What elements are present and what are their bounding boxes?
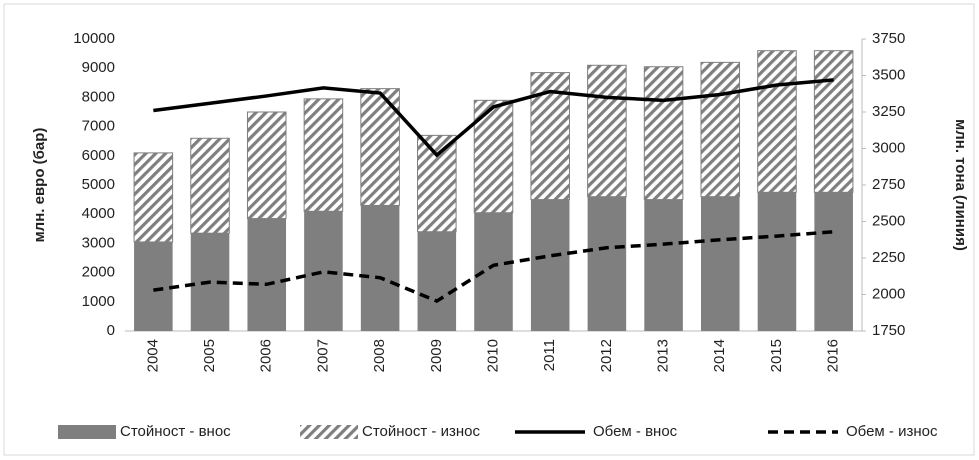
legend-label: Обем - износ [846, 423, 938, 440]
x-tick-label: 2008 [371, 339, 388, 372]
bar [303, 98, 344, 212]
bar [247, 218, 287, 331]
bar [644, 199, 683, 331]
legend-label: Обем - внос [593, 423, 678, 440]
x-tick-label: 2009 [428, 339, 445, 372]
bar [417, 231, 457, 331]
line [153, 229, 834, 304]
bar [304, 211, 343, 331]
bar [530, 199, 570, 331]
x-tick-label: 2005 [201, 339, 218, 372]
y-tick-label: 2000 [82, 264, 115, 281]
line [153, 78, 834, 158]
y-axis-title: млн. евро (бар) [31, 128, 48, 243]
bar [700, 61, 741, 198]
legend-swatch [300, 425, 358, 439]
y-tick-label: 3000 [82, 234, 115, 251]
x-tick-label: 2013 [655, 339, 672, 372]
y-tick-label: 0 [107, 322, 115, 339]
x-tick-label: 2004 [144, 339, 161, 372]
bar [757, 192, 797, 331]
y2-tick-label: 3500 [872, 66, 905, 83]
x-tick-label: 2016 [825, 339, 842, 372]
legend-swatch [58, 425, 116, 439]
y-tick-label: 4000 [82, 205, 115, 222]
y-tick-label: 8000 [82, 88, 115, 105]
legend-label: Стойност - износ [362, 423, 480, 440]
x-tick-label: 2007 [314, 339, 331, 372]
y2-axis-title: млн. тона (линия) [952, 119, 969, 251]
y2-tick-label: 3000 [872, 139, 905, 156]
x-tick-label: 2010 [484, 339, 501, 372]
x-tick-label: 2011 [541, 339, 558, 371]
legend-label: Стойност - внос [120, 423, 231, 440]
y-tick-label: 10000 [73, 30, 115, 47]
y-tick-label: 1000 [82, 293, 115, 310]
bar [814, 192, 853, 331]
y2-tick-label: 2750 [872, 176, 905, 193]
x-tick-label: 2015 [768, 339, 785, 372]
y2-tick-label: 2250 [872, 249, 905, 266]
y-tick-label: 6000 [82, 147, 115, 164]
y2-tick-label: 1750 [872, 322, 905, 339]
x-tick-label: 2014 [711, 339, 728, 372]
y2-tick-label: 2500 [872, 212, 905, 229]
bar [813, 50, 854, 193]
bar [643, 66, 684, 201]
x-tick-label: 2012 [598, 339, 615, 372]
bar [587, 196, 627, 331]
x-tick-label: 2006 [258, 339, 275, 372]
y-tick-label: 5000 [82, 176, 115, 193]
bar [133, 152, 174, 243]
bar [417, 134, 457, 233]
bar [700, 196, 740, 331]
bar [190, 137, 230, 234]
bar [134, 241, 173, 331]
y2-tick-label: 3250 [872, 103, 905, 120]
bar [246, 111, 287, 220]
y2-tick-label: 2000 [872, 285, 905, 302]
y-tick-label: 7000 [82, 118, 115, 135]
bar [360, 205, 400, 331]
bar [587, 64, 627, 198]
bar [757, 50, 797, 193]
y-tick-label: 9000 [82, 59, 115, 76]
y2-tick-label: 3750 [872, 30, 905, 47]
